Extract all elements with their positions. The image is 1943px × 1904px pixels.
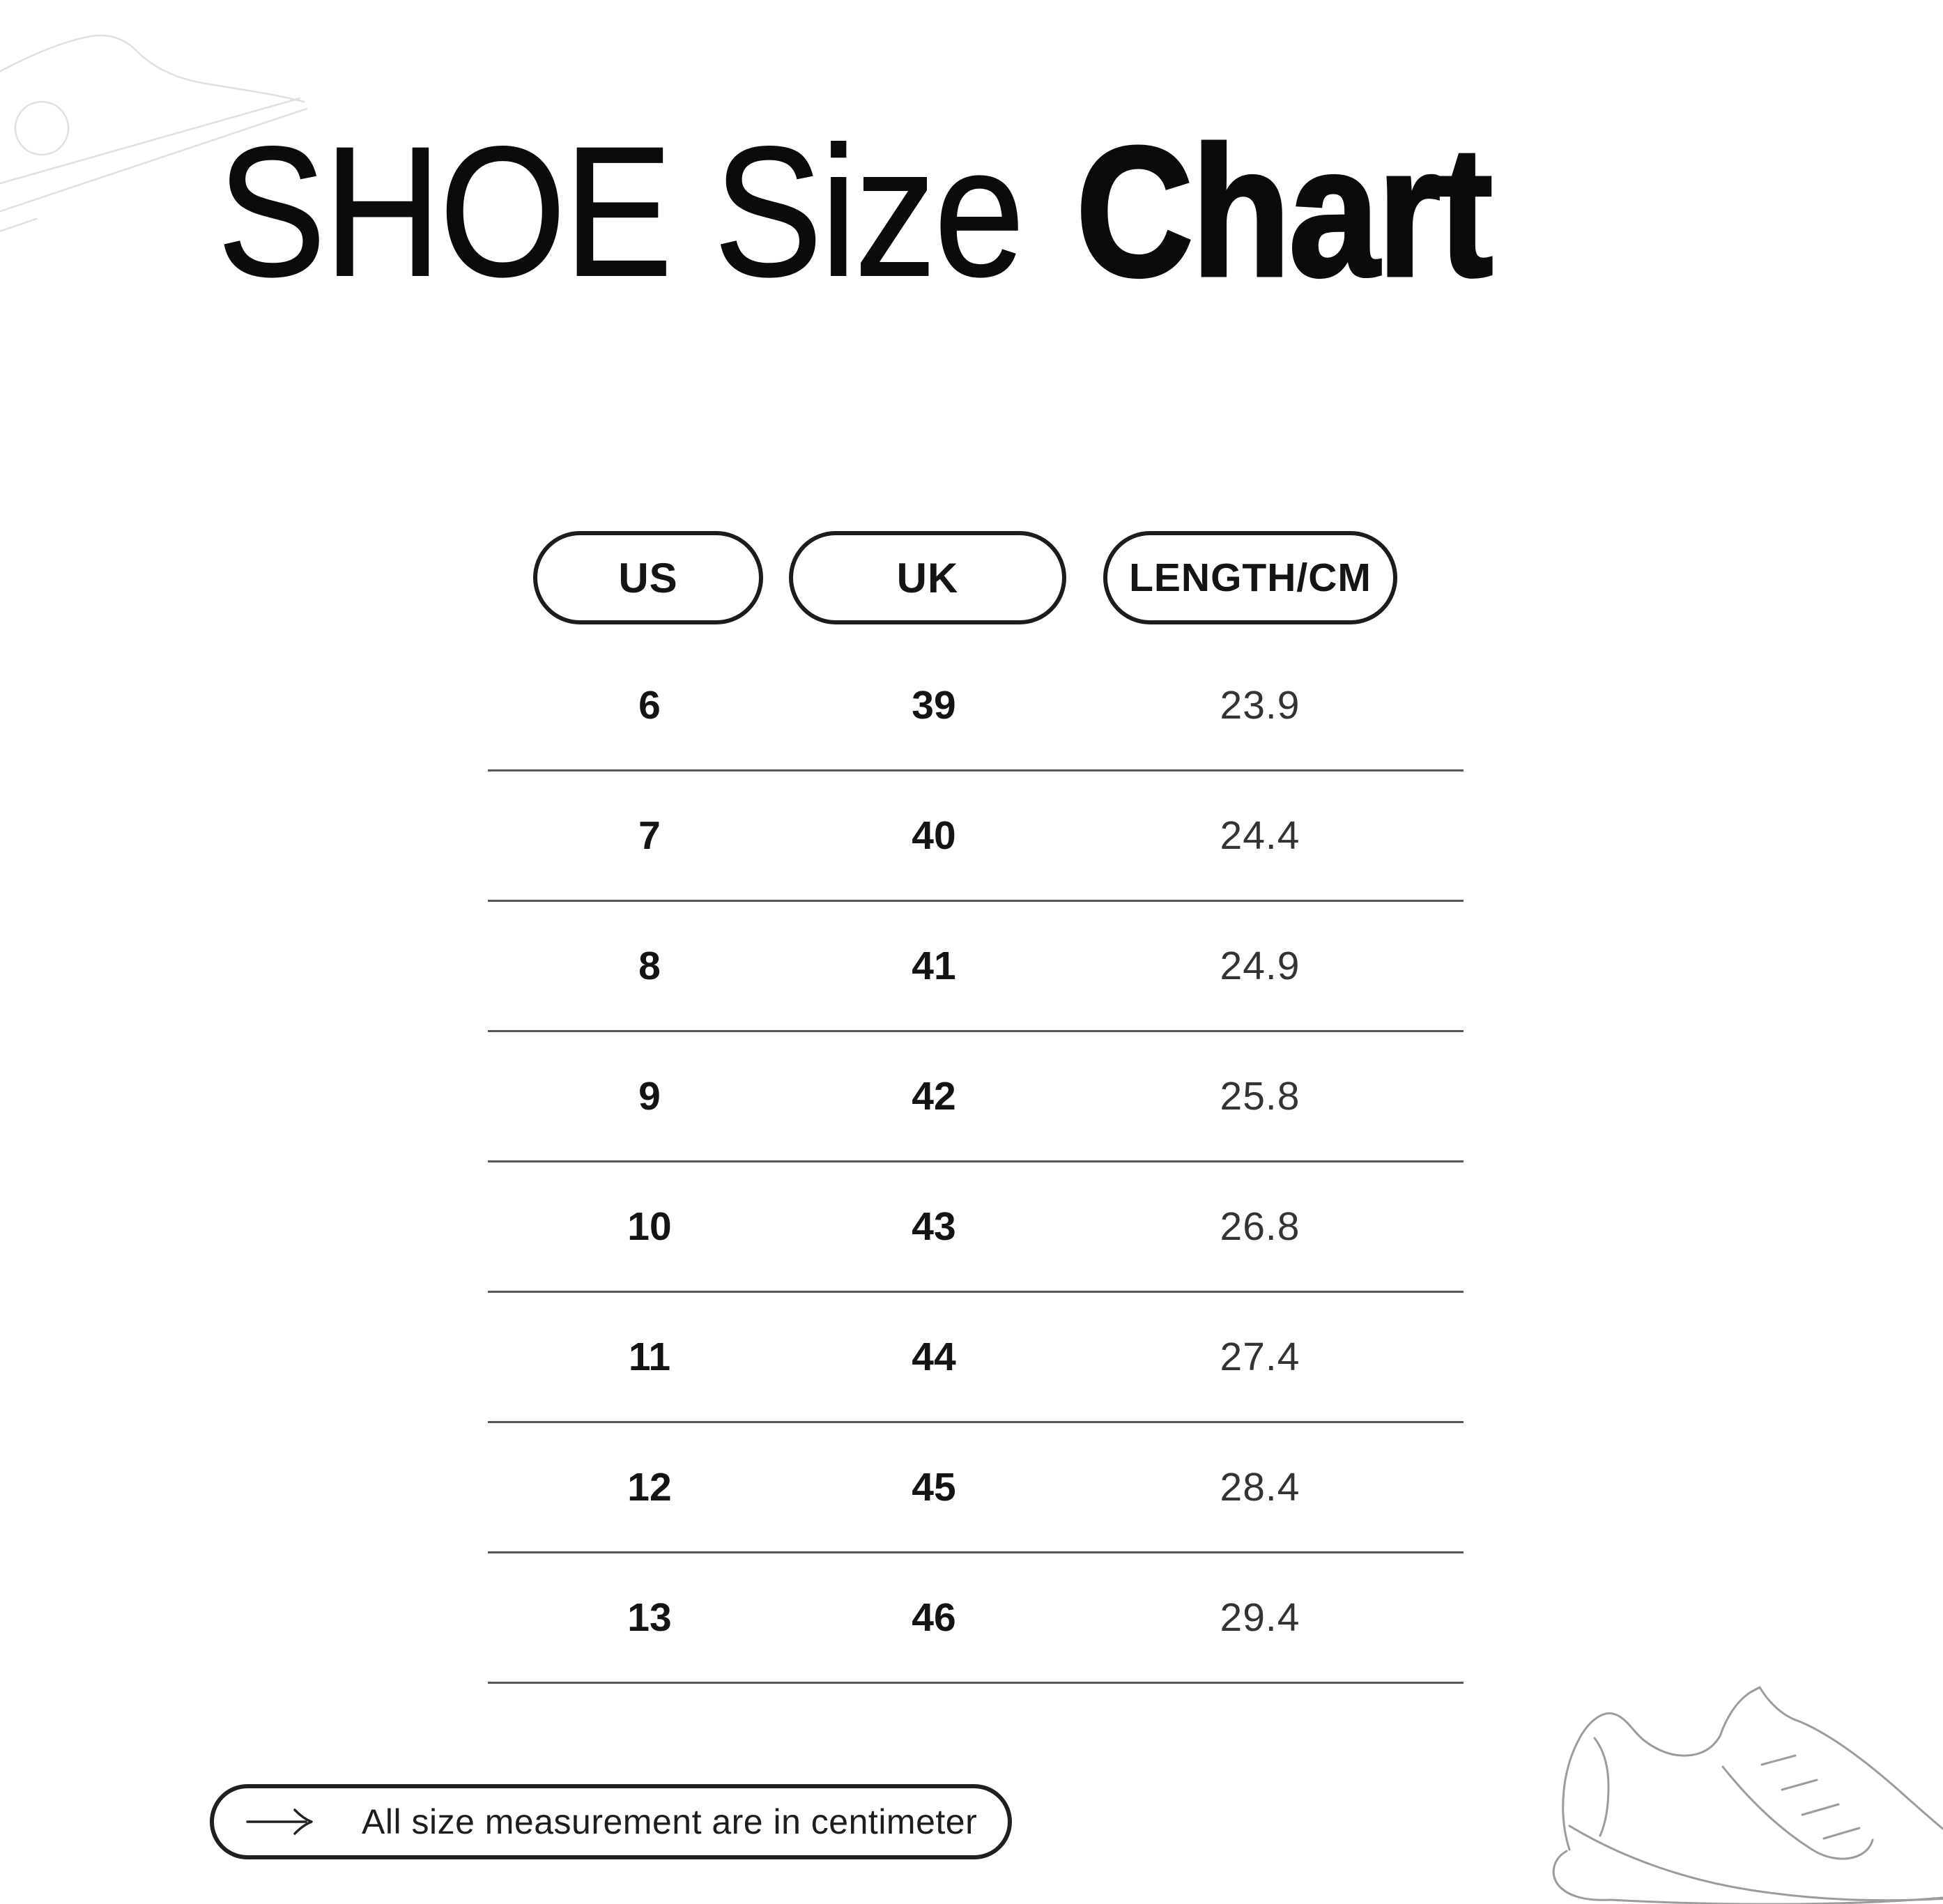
long-right-arrow-icon	[246, 1809, 313, 1835]
column-header-length-cm-label: LENGTH/CM	[1129, 555, 1372, 600]
column-header-length-cm: LENGTH/CM	[1103, 531, 1397, 624]
column-header-uk: UK	[789, 531, 1066, 624]
uk-size-cell: 42	[912, 1073, 956, 1119]
length-cm-cell: 25.8	[1220, 1073, 1300, 1119]
uk-size-cell: 44	[912, 1334, 956, 1379]
column-header-us: US	[533, 531, 763, 624]
uk-size-cell: 46	[912, 1595, 956, 1640]
column-header-us-label: US	[618, 554, 678, 601]
table-row: 12 45 28.4	[488, 1423, 1464, 1553]
us-size-cell: 9	[638, 1073, 661, 1119]
column-header-uk-label: UK	[896, 554, 959, 601]
uk-size-cell: 41	[912, 943, 956, 988]
us-size-cell: 8	[638, 943, 661, 988]
table-row: 10 43 26.8	[488, 1162, 1464, 1293]
table-row: 8 41 24.9	[488, 902, 1464, 1032]
us-size-cell: 11	[628, 1334, 671, 1379]
table-row: 13 46 29.4	[488, 1553, 1464, 1684]
sneaker-sketch-icon	[1552, 1686, 1943, 1904]
length-cm-cell: 23.9	[1220, 682, 1300, 728]
uk-size-cell: 40	[912, 813, 956, 858]
table-row: 11 44 27.4	[488, 1293, 1464, 1423]
length-cm-cell: 29.4	[1220, 1595, 1300, 1640]
us-size-cell: 12	[627, 1464, 672, 1510]
size-table: 6 39 23.9 7 40 24.4 8 41 24.9 9 42 25.8 …	[488, 641, 1464, 1684]
page-title-bold: Chart	[1075, 109, 1495, 315]
uk-size-cell: 45	[912, 1464, 956, 1510]
us-size-cell: 6	[638, 682, 661, 728]
uk-size-cell: 43	[912, 1204, 956, 1249]
page-title-regular: SHOE Size	[217, 109, 1025, 315]
length-cm-cell: 27.4	[1220, 1334, 1300, 1379]
table-row: 7 40 24.4	[488, 771, 1464, 902]
length-cm-cell: 24.9	[1220, 943, 1300, 988]
length-cm-cell: 24.4	[1220, 813, 1300, 858]
table-row: 9 42 25.8	[488, 1032, 1464, 1162]
us-size-cell: 7	[638, 813, 661, 858]
table-row: 6 39 23.9	[488, 641, 1464, 771]
measurement-note-text: All size measurement are in centimeter	[362, 1802, 978, 1841]
measurement-note-pill: All size measurement are in centimeter	[210, 1784, 1012, 1859]
us-size-cell: 13	[627, 1595, 672, 1640]
length-cm-cell: 28.4	[1220, 1464, 1300, 1510]
length-cm-cell: 26.8	[1220, 1204, 1300, 1249]
us-size-cell: 10	[627, 1204, 672, 1249]
uk-size-cell: 39	[912, 682, 956, 728]
page-title: SHOE Size Chart	[217, 118, 1494, 306]
